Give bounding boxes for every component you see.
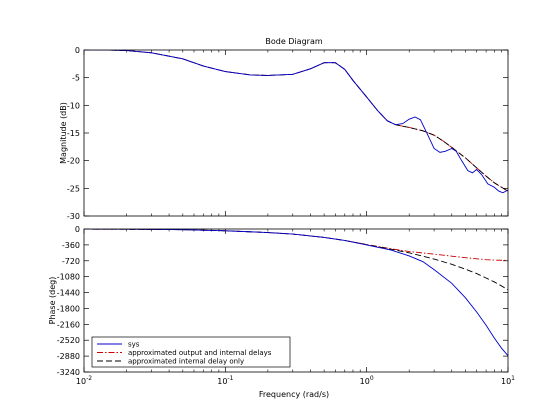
- phase-axes-frame: [83, 228, 509, 373]
- x-tick-label: 10-1: [217, 375, 233, 386]
- y-tick-label: -1800: [57, 304, 80, 313]
- phase-axis-label: Phase (deg): [48, 277, 57, 325]
- y-tick-label: -20: [67, 157, 80, 166]
- legend-box: [91, 336, 291, 368]
- y-tick-label: -3240: [57, 368, 80, 377]
- y-tick-label: 0: [75, 46, 80, 55]
- series-line-sys-phase: [84, 229, 508, 356]
- x-tick-label: 10-2: [76, 375, 92, 386]
- y-tick-label: -2880: [57, 352, 80, 361]
- y-tick-label: 0: [75, 225, 80, 234]
- y-tick-label: -15: [67, 129, 80, 138]
- y-tick-label: -5: [72, 74, 80, 83]
- y-tick-label: -720: [62, 257, 80, 266]
- chart-title: Bode Diagram: [265, 37, 322, 46]
- y-tick-label: -1440: [57, 289, 80, 298]
- x-tick-label: 100: [360, 375, 374, 386]
- phase-panel: 10-2 10-1 100 101 0 -360 -720 -1080 -1440 -1800 -2…: [48, 225, 515, 386]
- y-tick-label: -30: [67, 212, 80, 221]
- legend-label: sys: [128, 341, 140, 349]
- series-line-approx-output-internal-phase: [84, 229, 508, 261]
- x-axis-label: Frequency (rad/s): [259, 390, 329, 399]
- y-tick-label: -1080: [57, 273, 80, 282]
- magnitude-panel: 0 -5 -10 -15 -20 -25 -30 Magnitude (dB): [59, 46, 509, 221]
- legend-label: approximated output and internal delays: [128, 349, 272, 357]
- legend-label: approximated internal delay only: [128, 358, 244, 366]
- series-line-sys-magnitude: [84, 50, 508, 194]
- y-tick-label: -2520: [57, 336, 80, 345]
- y-tick-label: -25: [67, 184, 80, 193]
- series-line-approx-internal-only-phase: [84, 229, 508, 291]
- y-tick-label: -10: [67, 101, 80, 110]
- magnitude-axis-label: Magnitude (dB): [59, 102, 68, 164]
- magnitude-axes-frame: [83, 49, 509, 217]
- y-tick-label: -360: [62, 241, 80, 250]
- x-tick-label: 101: [501, 375, 515, 386]
- y-tick-label: -2160: [57, 320, 80, 329]
